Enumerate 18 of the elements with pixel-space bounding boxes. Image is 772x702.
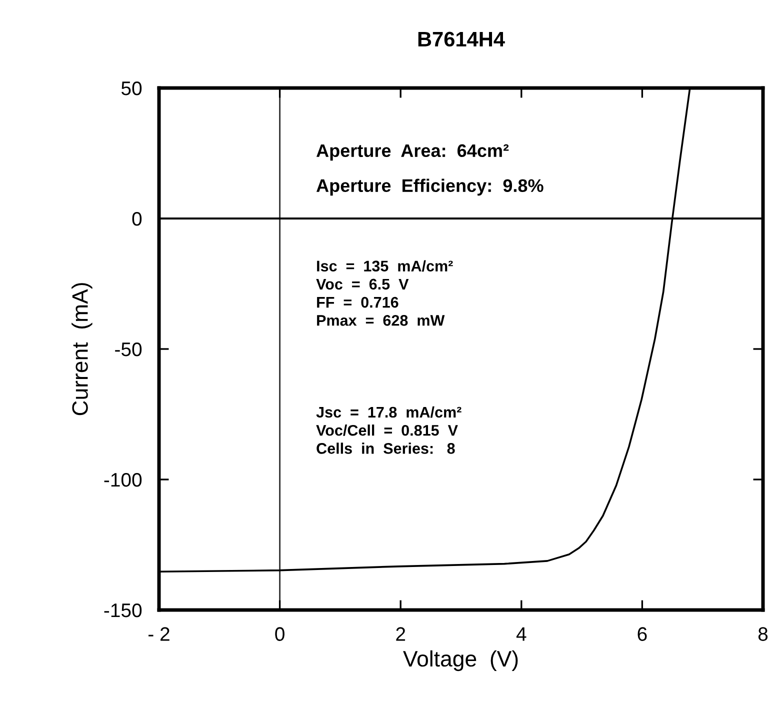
y-tick-label: -100 bbox=[104, 472, 142, 487]
x-tick-label: 6 bbox=[638, 627, 647, 641]
x-tick-label: 4 bbox=[516, 627, 526, 641]
y-tick-label: 50 bbox=[121, 81, 142, 96]
annotation: Jsc = 17.8 mA/cm² Voc/Cell = 0.815 V Cells in Series: 8 bbox=[316, 406, 462, 454]
annotation: Isc = 135 mA/cm² Voc = 6.5 V FF = 0.716 Pmax = 628 mW bbox=[316, 260, 453, 326]
x-tick-label: 0 bbox=[275, 627, 284, 641]
annotation: Aperture Area: 64cm² bbox=[316, 144, 509, 161]
y-tick-label: 0 bbox=[132, 212, 142, 226]
x-axis-title: Voltage (V) bbox=[403, 650, 518, 672]
chart-title: B7614H4 bbox=[418, 32, 505, 47]
y-tick-label: -50 bbox=[115, 342, 142, 356]
y-axis-title: Current (mA) bbox=[72, 283, 92, 416]
x-tick-label: 2 bbox=[396, 627, 406, 641]
y-tick-label: -150 bbox=[104, 603, 142, 618]
annotation: Aperture Efficiency: 9.8% bbox=[316, 178, 544, 196]
x-tick-label: - 2 bbox=[148, 627, 170, 641]
x-tick-label: 8 bbox=[758, 627, 768, 641]
